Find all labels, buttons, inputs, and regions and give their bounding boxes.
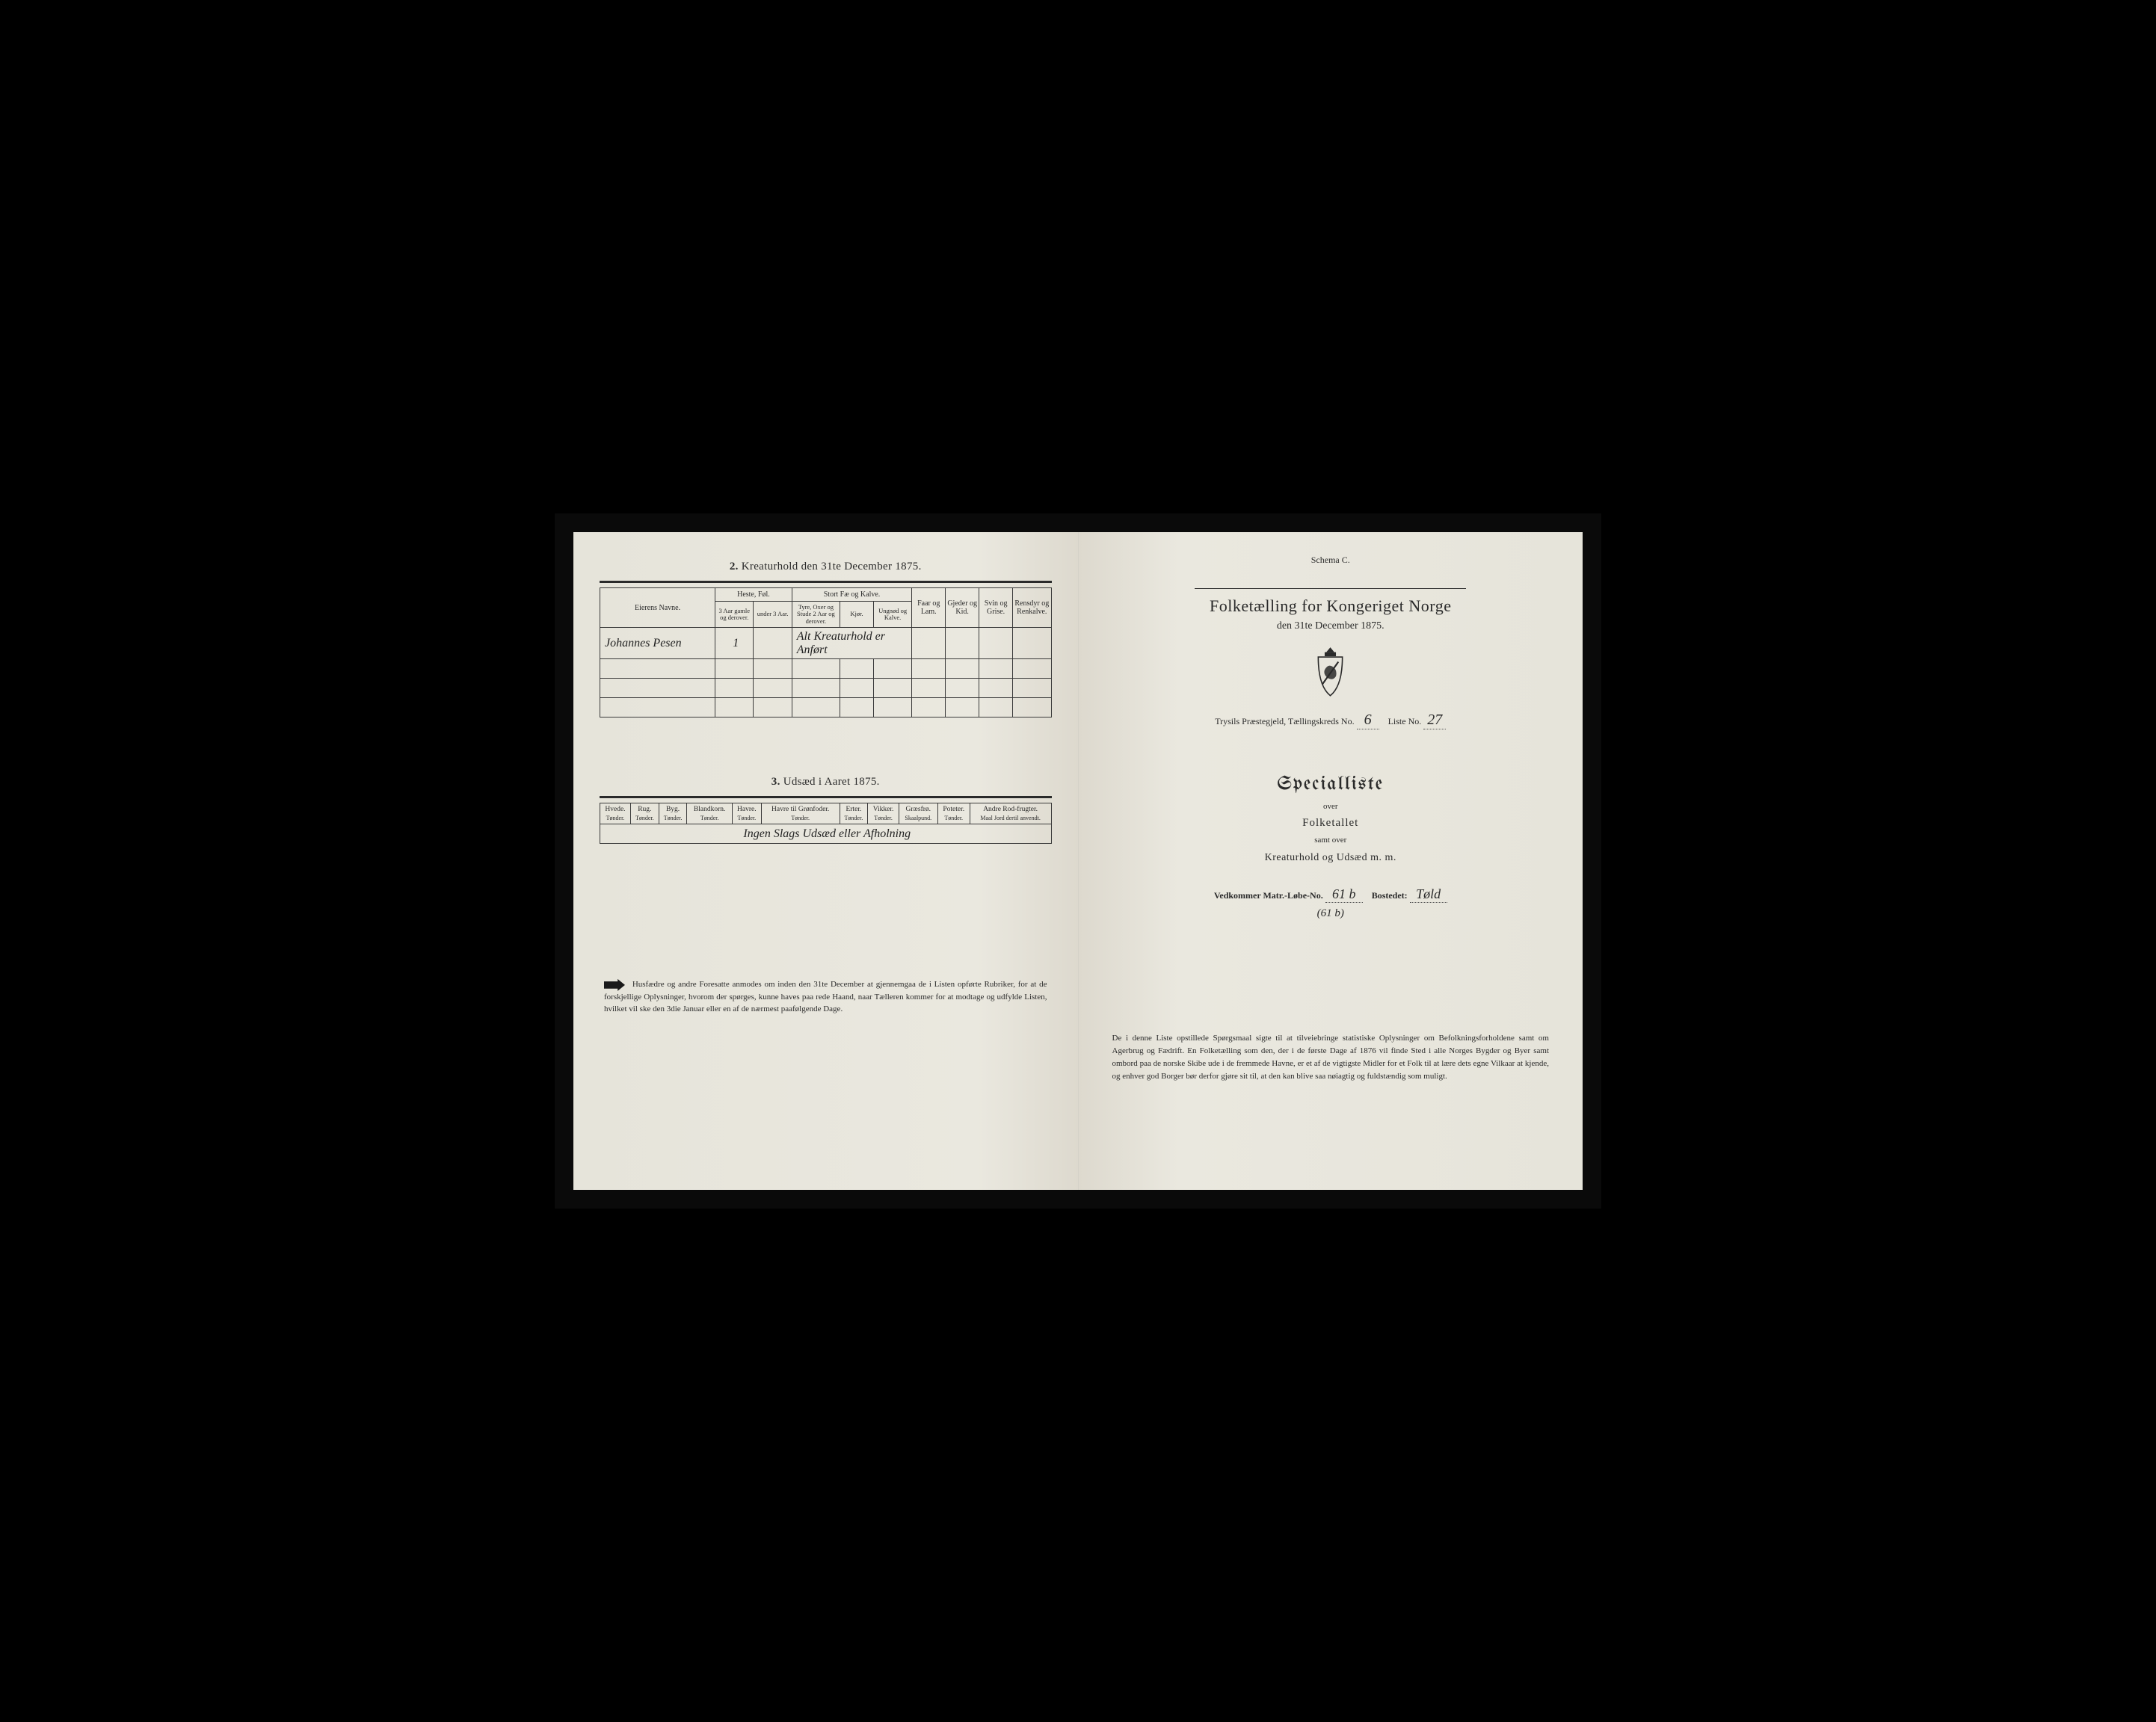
rule: [600, 582, 1052, 583]
vedk-val1: 61 b: [1325, 886, 1363, 903]
scan-frame: 2. Kreaturhold den 31te December 1875. E…: [555, 513, 1601, 1209]
table-row: [600, 679, 1052, 698]
unit: Tønder.: [602, 815, 629, 822]
th-bland: Blandkorn. Tønder.: [687, 803, 732, 824]
th-h2: under 3 Aar.: [754, 602, 792, 628]
th-eier: Eierens Navne.: [600, 588, 715, 628]
cell: [946, 628, 979, 659]
lbl: Andre Rod-frugter.: [983, 806, 1038, 813]
th-byg: Byg. Tønder.: [659, 803, 687, 824]
unit: Maal Jord dertil anvendt.: [972, 815, 1050, 822]
left-page: 2. Kreaturhold den 31te December 1875. E…: [573, 532, 1079, 1190]
table-row: Johannes Pesen 1 Alt Kreaturhold er Anfø…: [600, 628, 1052, 659]
notice-text: Husfædre og andre Foresatte anmodes om i…: [604, 980, 1047, 1013]
lbl: Blandkorn.: [694, 806, 725, 813]
document-spread: 2. Kreaturhold den 31te December 1875. E…: [573, 532, 1583, 1190]
samt-label: samt over: [1105, 836, 1557, 845]
section3-num: 3.: [771, 776, 780, 788]
cell-note: Alt Kreaturhold er Anført: [792, 628, 911, 659]
schema-label: Schema C.: [1105, 555, 1557, 566]
th-andre: Andre Rod-frugter. Maal Jord dertil anven…: [970, 803, 1051, 824]
th-svin: Svin og Grise.: [979, 588, 1013, 628]
subtitle: den 31te December 1875.: [1105, 620, 1557, 632]
kreds-value: 6: [1357, 712, 1379, 729]
cell-h1: 1: [715, 628, 754, 659]
section3-text: Udsæd i Aaret 1875.: [783, 776, 880, 788]
lbl: Vikker.: [873, 806, 894, 813]
kreaturhold-table: Eierens Navne. Heste, Føl. Stort Fæ og K…: [600, 587, 1052, 718]
section3-title: 3. Udsæd i Aaret 1875.: [600, 776, 1052, 789]
section2-num: 2.: [730, 561, 739, 573]
th-s1: Tyre, Oxer og Stude 2 Aar og derover.: [792, 602, 840, 628]
unit: Tønder.: [632, 815, 657, 822]
cell-name: Johannes Pesen: [600, 628, 715, 659]
vedk-val2: Tøld: [1410, 886, 1447, 903]
th-gjeder: Gjeder og Kid.: [946, 588, 979, 628]
right-page: Schema C. Folketælling for Kongeriget No…: [1079, 532, 1583, 1190]
th-faar: Faar og Lam.: [912, 588, 946, 628]
unit: Tønder.: [734, 815, 760, 822]
cell: [754, 628, 792, 659]
id-prefix: Trysils Præstegjeld, Tællingskreds No.: [1215, 716, 1354, 726]
cell: [1013, 628, 1051, 659]
specialliste-heading: Specialliste: [1105, 774, 1557, 794]
udsaed-table: Hvede. Tønder. Rug. Tønder. Byg. Tønder. Bl…: [600, 803, 1052, 844]
lbl: Byg.: [666, 806, 680, 813]
vedk-label1: Vedkommer Matr.-Løbe-No.: [1214, 890, 1323, 901]
th-havre2: Havre til Grønfoder. Tønder.: [761, 803, 840, 824]
table-row: Ingen Slags Udsæd eller Afholning: [600, 824, 1052, 844]
th-rug: Rug. Tønder.: [630, 803, 659, 824]
section2-title: 2. Kreaturhold den 31te December 1875.: [600, 561, 1052, 573]
lbl: Havre.: [737, 806, 757, 813]
main-title: Folketælling for Kongeriget Norge: [1105, 596, 1557, 616]
folketallet-label: Folketallet: [1105, 817, 1557, 830]
unit: Tønder.: [689, 815, 730, 822]
th-s3: Ungnød og Kalve.: [873, 602, 911, 628]
th-hvede: Hvede. Tønder.: [600, 803, 631, 824]
cell: [912, 628, 946, 659]
vedk-paren: (61 b): [1105, 907, 1557, 920]
unit: Tønder.: [940, 815, 968, 822]
th-heste: Heste, Føl.: [715, 588, 792, 602]
rule: [600, 797, 1052, 798]
table-row: [600, 659, 1052, 679]
lbl: Hvede.: [605, 806, 625, 813]
lbl: Havre til Grønfoder.: [771, 806, 829, 813]
cell: [979, 628, 1013, 659]
liste-label: Liste No.: [1388, 716, 1422, 726]
vedk-label2: Bostedet:: [1372, 890, 1408, 901]
th-h1: 3 Aar gamle og derover.: [715, 602, 754, 628]
lbl: Erter.: [846, 806, 861, 813]
th-graes: Græsfrø. Skaalpund.: [899, 803, 937, 824]
unit: Tønder.: [869, 815, 897, 822]
th-s2: Kjør.: [840, 602, 873, 628]
liste-value: 27: [1423, 712, 1446, 729]
id-line: Trysils Præstegjeld, Tællingskreds No. 6…: [1105, 712, 1557, 729]
kreatur-label: Kreaturhold og Udsæd m. m.: [1105, 852, 1557, 864]
th-erter: Erter. Tønder.: [840, 803, 868, 824]
unit: Skaalpund.: [901, 815, 936, 822]
lbl: Græsfrø.: [906, 806, 931, 813]
th-poteter: Poteter. Tønder.: [937, 803, 970, 824]
th-vikker: Vikker. Tønder.: [868, 803, 899, 824]
section2-text: Kreaturhold den 31te December 1875.: [742, 561, 922, 573]
bottom-paragraph: De i denne Liste opstillede Spørgsmaal s…: [1105, 1032, 1557, 1083]
notice-paragraph: Husfædre og andre Foresatte anmodes om i…: [600, 978, 1052, 1016]
rule: [1195, 588, 1466, 589]
th-havre: Havre. Tønder.: [732, 803, 761, 824]
table-row: [600, 698, 1052, 718]
lbl: Rug.: [638, 806, 651, 813]
unit: Tønder.: [661, 815, 686, 822]
coat-of-arms-icon: [1310, 646, 1351, 698]
lbl: Poteter.: [943, 806, 964, 813]
th-stort: Stort Fæ og Kalve.: [792, 588, 911, 602]
cell-note: Ingen Slags Udsæd eller Afholning: [600, 824, 1052, 844]
pointing-hand-icon: [604, 979, 625, 991]
unit: Tønder.: [763, 815, 838, 822]
unit: Tønder.: [842, 815, 866, 822]
th-rens: Rensdyr og Renkalve.: [1013, 588, 1051, 628]
over-label: over: [1105, 802, 1557, 811]
vedkommer-line: Vedkommer Matr.-Løbe-No. 61 b Bostedet: …: [1105, 886, 1557, 903]
